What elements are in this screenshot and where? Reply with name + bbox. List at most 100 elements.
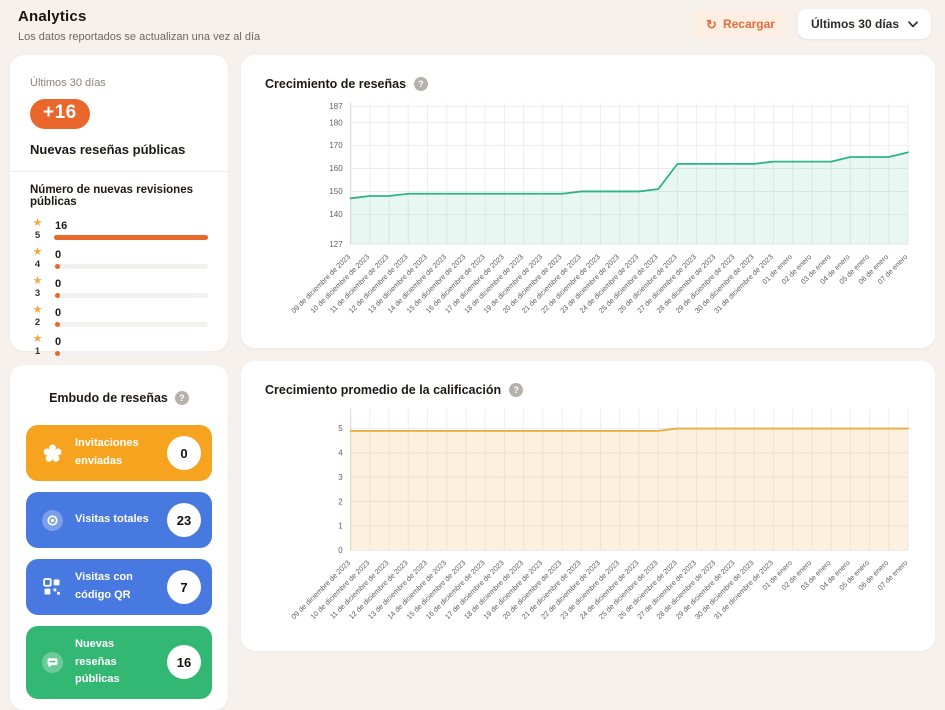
chart-title-row: Crecimiento promedio de la calificación … (265, 383, 915, 397)
rating-row: ★ 4 0 (30, 241, 208, 270)
page-title: Analytics (18, 8, 87, 25)
svg-text:180: 180 (329, 118, 343, 127)
help-icon[interactable]: ? (509, 383, 524, 397)
chart-title-row: Crecimiento de reseñas ? (265, 77, 915, 91)
svg-text:127: 127 (329, 240, 343, 249)
chat-icon (40, 651, 64, 674)
rating-star-col: ★ 3 (30, 276, 45, 299)
eye-icon (41, 509, 63, 531)
refresh-icon: ↻ (706, 16, 717, 32)
flower-icon (40, 443, 64, 464)
chevron-down-icon (908, 20, 918, 27)
rating-bar-col: 0 (54, 249, 208, 270)
svg-text:150: 150 (329, 187, 343, 196)
rating-bar-track (54, 235, 208, 240)
funnel-item-label: Visitas totales (75, 513, 149, 526)
rating-row: ★ 2 0 (30, 299, 208, 328)
rating-bar-col: 0 (54, 278, 208, 299)
star-icon: ★ (32, 246, 43, 259)
rating-bar-dot (55, 264, 60, 269)
svg-text:4: 4 (338, 449, 343, 458)
qr-code-icon (43, 578, 60, 595)
funnel-title-row: Embudo de reseñas ? (26, 391, 212, 405)
star-rating-label: 4 (34, 259, 41, 271)
page-header: Analytics Los datos reportados se actual… (0, 0, 945, 49)
funnel-item: Invitaciones enviadas 0 (26, 425, 212, 481)
star-icon: ★ (32, 304, 43, 317)
rating-count: 0 (55, 336, 62, 348)
eye-icon (40, 509, 64, 532)
star-rating-label: 5 (34, 230, 41, 242)
period-dropdown[interactable]: Últimos 30 días (797, 9, 931, 39)
flower-icon (43, 443, 61, 462)
summary-title: Nuevas reseñas públicas (30, 142, 186, 157)
help-icon[interactable]: ? (414, 77, 429, 91)
rating-star-col: ★ 5 (30, 218, 45, 241)
svg-text:1: 1 (338, 522, 343, 531)
summary-card: Últimos 30 días +16 Nuevas reseñas públi… (10, 55, 228, 357)
star-icon: ★ (32, 217, 43, 230)
rating-bar-dot (55, 293, 60, 298)
funnel-card: Embudo de reseñas ? Invitaciones enviada… (10, 365, 228, 710)
period-label: Últimos 30 días (810, 17, 899, 31)
svg-text:170: 170 (329, 141, 343, 150)
funnel-item-value: 7 (167, 570, 201, 604)
svg-text:140: 140 (329, 210, 343, 219)
funnel-item: Visitas con código QR 7 (26, 559, 212, 615)
star-rating-label: 3 (34, 288, 41, 300)
rating-bar-fill (54, 235, 208, 240)
funnel-item-value: 16 (167, 645, 201, 680)
chart-title: Crecimiento de reseñas (265, 77, 407, 91)
header-actions: ↻ Recargar Últimos 30 días (693, 9, 931, 39)
star-rating-label: 1 (34, 346, 41, 358)
star-icon: ★ (32, 275, 43, 288)
funnel-item-label: Visitas con código QR (75, 571, 133, 601)
main-content: Últimos 30 días +16 Nuevas reseñas públi… (0, 49, 945, 710)
help-icon[interactable]: ? (174, 391, 189, 405)
chat-bubble-icon (41, 651, 63, 673)
svg-text:2: 2 (338, 497, 343, 506)
svg-text:3: 3 (338, 473, 343, 482)
rating-star-col: ★ 4 (30, 247, 45, 270)
svg-text:5: 5 (338, 424, 343, 433)
funnel-item: Visitas totales 23 (26, 492, 212, 548)
ratings-breakdown: ★ 5 16 ★ 4 0 ★ 3 0 (30, 212, 208, 357)
reload-label: Recargar (722, 17, 775, 31)
rating-growth-chart-card: Crecimiento promedio de la calificación … (241, 361, 935, 651)
rating-count: 0 (55, 249, 62, 261)
rating-bar-track (54, 322, 208, 327)
rating-star-col: ★ 1 (30, 334, 45, 357)
rating-row: ★ 1 0 (30, 328, 208, 357)
funnel-item-label: Nuevas reseñas públicas (75, 638, 120, 686)
rating-bar-col: 0 (54, 307, 208, 328)
ratings-breakdown-title: Número de nuevas revisiones públicas (30, 184, 193, 208)
star-rating-label: 2 (34, 317, 41, 329)
charts-column: Crecimiento de reseñas ? 187 180 170 160 150… (241, 55, 935, 710)
reviews-growth-chart-card: Crecimiento de reseñas ? 187 180 170 160 150… (241, 55, 935, 348)
rating-bar-col: 0 (54, 336, 208, 357)
funnel-items: Invitaciones enviadas 0 Visitas totales … (26, 425, 212, 699)
funnel-item-value: 0 (167, 436, 201, 470)
funnel-title: Embudo de reseñas (49, 391, 168, 405)
rating-row: ★ 5 16 (30, 212, 208, 241)
rating-row: ★ 3 0 (30, 270, 208, 299)
rating-bar-dot (55, 322, 60, 327)
new-reviews-delta-badge: +16 (30, 99, 90, 129)
funnel-item-label: Invitaciones enviadas (75, 437, 139, 467)
chart-title: Crecimiento promedio de la calificación (265, 383, 502, 397)
svg-text:160: 160 (329, 164, 343, 173)
divider (10, 171, 228, 172)
reload-button[interactable]: ↻ Recargar (693, 10, 788, 38)
rating-star-col: ★ 2 (30, 305, 45, 328)
rating-count: 0 (55, 307, 62, 319)
rating-bar-track (54, 351, 208, 356)
rating-count: 0 (55, 278, 62, 290)
page-subtitle: Los datos reportados se actualizan una v… (18, 31, 261, 43)
header-titles: Analytics Los datos reportados se actual… (18, 7, 260, 43)
rating-bar-col: 16 (54, 220, 208, 241)
qr-icon (40, 577, 64, 597)
funnel-item: Nuevas reseñas públicas 16 (26, 626, 212, 699)
rating-bar-track (54, 293, 208, 298)
